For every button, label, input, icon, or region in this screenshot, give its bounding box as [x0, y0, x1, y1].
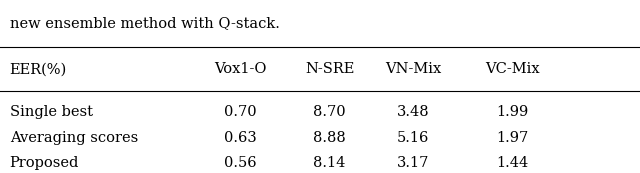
- Text: 8.70: 8.70: [314, 105, 346, 119]
- Text: 8.88: 8.88: [313, 131, 346, 145]
- Text: 0.56: 0.56: [224, 157, 256, 170]
- Text: 3.48: 3.48: [397, 105, 429, 119]
- Text: Averaging scores: Averaging scores: [10, 131, 138, 145]
- Text: 1.44: 1.44: [496, 157, 528, 170]
- Text: 5.16: 5.16: [397, 131, 429, 145]
- Text: 1.97: 1.97: [496, 131, 528, 145]
- Text: 0.63: 0.63: [223, 131, 257, 145]
- Text: 0.70: 0.70: [224, 105, 256, 119]
- Text: N-SRE: N-SRE: [305, 62, 355, 76]
- Text: Proposed: Proposed: [10, 157, 79, 170]
- Text: 8.14: 8.14: [314, 157, 346, 170]
- Text: new ensemble method with Q-stack.: new ensemble method with Q-stack.: [10, 16, 280, 30]
- Text: Vox1-O: Vox1-O: [214, 62, 266, 76]
- Text: EER(%): EER(%): [10, 62, 67, 76]
- Text: Single best: Single best: [10, 105, 93, 119]
- Text: 3.17: 3.17: [397, 157, 429, 170]
- Text: 1.99: 1.99: [496, 105, 528, 119]
- Text: VN-Mix: VN-Mix: [385, 62, 441, 76]
- Text: VC-Mix: VC-Mix: [484, 62, 540, 76]
